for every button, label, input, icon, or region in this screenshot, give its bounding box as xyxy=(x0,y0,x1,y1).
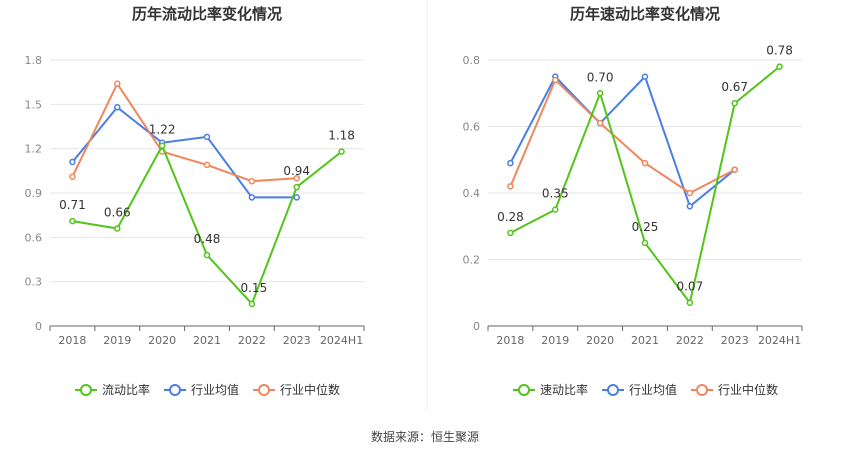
x-tick-label: 2022 xyxy=(676,334,704,347)
data-point-0 xyxy=(69,217,76,225)
y-tick-label: 0 xyxy=(473,320,480,333)
x-tick-label: 2024H1 xyxy=(320,334,363,347)
series-line-1 xyxy=(71,106,297,199)
legend-label: 行业均值 xyxy=(191,382,239,397)
chart-title: 历年流动比率变化情况 xyxy=(132,5,282,23)
data-point-1 xyxy=(114,104,121,111)
data-point-0 xyxy=(776,63,783,70)
data-label: 0.66 xyxy=(104,205,131,219)
series-line-2 xyxy=(71,82,297,183)
x-tick-label: 2021 xyxy=(193,334,221,347)
y-tick-label: 0.2 xyxy=(463,254,481,267)
data-point-2 xyxy=(686,189,694,197)
data-label: 0.94 xyxy=(283,164,310,178)
data-point-0 xyxy=(248,300,256,308)
data-point-1 xyxy=(293,194,300,201)
data-point-2 xyxy=(731,166,738,173)
legend-marker xyxy=(607,384,619,396)
data-label: 0.70 xyxy=(587,70,614,84)
data-label: 0.15 xyxy=(240,281,267,295)
data-point-1 xyxy=(641,73,649,80)
data-point-2 xyxy=(69,173,76,180)
data-point-0 xyxy=(507,229,514,237)
data-label: 0.48 xyxy=(194,232,221,246)
x-tick-label: 2023 xyxy=(283,334,311,347)
data-point-0 xyxy=(338,148,345,155)
y-tick-label: 0.8 xyxy=(463,54,481,67)
data-point-2 xyxy=(203,161,211,169)
chart-quick-ratio: 历年速动比率变化情况 0 0.2 0.4 0.6 0.8 2018 2019 2020 2021 2… xyxy=(463,5,803,397)
series-line-2 xyxy=(509,78,736,194)
legend-marker xyxy=(518,384,530,396)
x-tick-label: 2019 xyxy=(541,334,569,347)
data-point-0 xyxy=(641,239,649,247)
series-line-0 xyxy=(509,65,781,304)
y-tick-label: 0.6 xyxy=(463,121,481,134)
data-label: 0.67 xyxy=(721,80,748,94)
y-tick-label: 0.4 xyxy=(463,187,481,200)
data-point-2 xyxy=(293,174,300,182)
x-tick-label: 2024H1 xyxy=(758,334,801,347)
data-point-0 xyxy=(731,99,738,107)
x-tick-label: 2020 xyxy=(586,334,614,347)
data-label: 0.78 xyxy=(766,44,793,58)
chart-current-ratio: 历年流动比率变化情况 0 0.3 0.6 0.9 1.2 1.5 1.8 2018 2019 202… xyxy=(25,5,365,397)
data-label: 0.28 xyxy=(497,210,524,224)
y-tick-label: 0.3 xyxy=(25,276,43,289)
x-tick-label: 2018 xyxy=(496,334,524,347)
y-tick-label: 1.8 xyxy=(25,54,43,67)
x-tick-label: 2018 xyxy=(58,334,86,347)
data-label: 1.18 xyxy=(328,129,355,143)
legend-label: 流动比率 xyxy=(102,382,150,397)
data-label: 0.25 xyxy=(632,220,659,234)
data-point-2 xyxy=(248,177,256,185)
x-tick-label: 2023 xyxy=(721,334,749,347)
data-label: 0.07 xyxy=(676,280,703,294)
data-point-0 xyxy=(552,206,559,213)
x-tick-label: 2019 xyxy=(103,334,131,347)
y-tick-label: 1.5 xyxy=(25,98,43,111)
x-tick-label: 2021 xyxy=(631,334,659,347)
data-point-2 xyxy=(641,159,649,167)
series-line-1 xyxy=(509,75,736,208)
data-point-0 xyxy=(293,183,300,191)
data-source-note: 数据来源：恒生聚源 xyxy=(370,430,479,444)
data-point-0 xyxy=(158,142,166,149)
legend-marker xyxy=(696,384,708,396)
data-point-2 xyxy=(114,80,121,87)
legend-label: 行业中位数 xyxy=(280,382,340,397)
data-point-1 xyxy=(686,203,694,210)
legend-marker xyxy=(258,384,270,396)
y-tick-label: 0.6 xyxy=(25,231,43,244)
data-label: 1.22 xyxy=(149,123,176,137)
legend-label: 行业中位数 xyxy=(718,382,778,397)
data-point-1 xyxy=(203,133,211,141)
data-point-0 xyxy=(596,90,604,97)
data-point-2 xyxy=(552,76,559,84)
y-tick-label: 0.9 xyxy=(25,187,43,200)
legend-label: 速动比率 xyxy=(540,382,588,397)
data-point-1 xyxy=(507,159,514,167)
data-point-0 xyxy=(114,225,121,232)
data-point-1 xyxy=(69,158,76,166)
y-tick-label: 0 xyxy=(35,320,42,333)
legend-marker xyxy=(80,384,92,396)
data-point-2 xyxy=(507,183,514,190)
x-tick-label: 2020 xyxy=(148,334,176,347)
legend-marker xyxy=(169,384,181,396)
data-point-0 xyxy=(686,299,694,306)
x-tick-label: 2022 xyxy=(238,334,266,347)
legend-label: 行业均值 xyxy=(629,382,677,397)
data-point-2 xyxy=(596,119,604,127)
chart-title: 历年速动比率变化情况 xyxy=(570,5,720,23)
data-point-0 xyxy=(203,251,211,259)
data-label: 0.71 xyxy=(59,198,86,212)
data-label: 0.35 xyxy=(542,187,569,201)
data-point-1 xyxy=(248,194,256,201)
y-tick-label: 1.2 xyxy=(25,143,43,156)
